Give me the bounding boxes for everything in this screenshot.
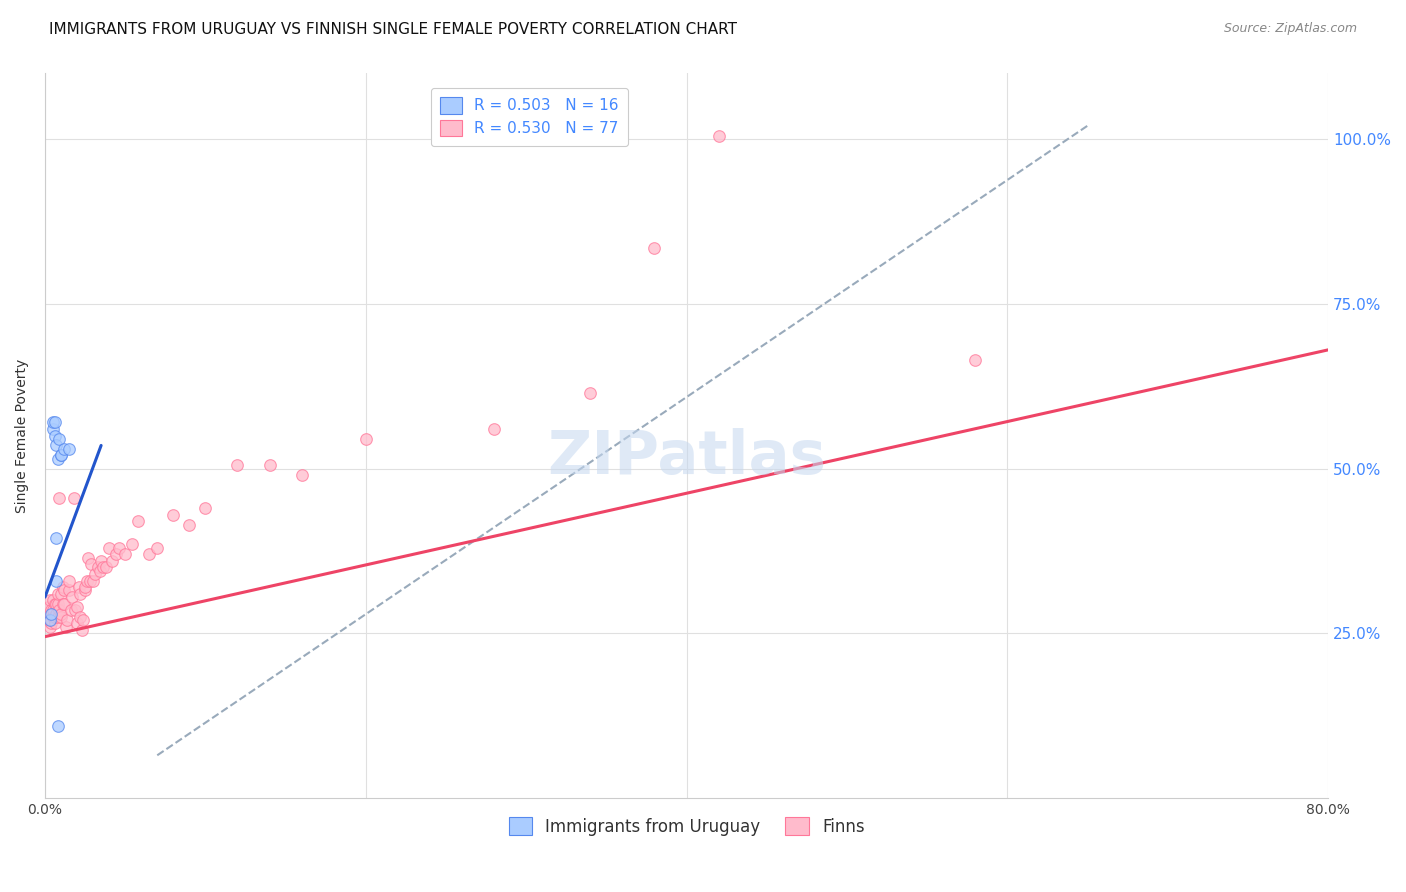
Point [44,597,66,611]
Point [46,610,69,624]
Point [45,607,67,621]
Point [46,718,69,732]
Point [579,385,602,400]
Point [69,587,91,601]
Point [42,610,65,624]
Point [66,599,89,614]
Point [707,128,730,143]
Point [52,597,75,611]
Point [643,241,665,255]
Point [45,574,67,588]
Point [80,557,103,571]
Point [52,580,75,594]
Point [59,603,82,617]
Point [87,560,110,574]
Point [41,616,63,631]
Point [49,587,72,601]
Point [49,448,72,462]
Point [44,428,66,442]
Point [41,603,63,617]
Point [44,616,66,631]
Point [194,501,217,516]
Point [138,547,160,561]
Point [354,432,377,446]
Point [291,468,314,483]
Text: IMMIGRANTS FROM URUGUAY VS FINNISH SINGLE FEMALE POVERTY CORRELATION CHART: IMMIGRANTS FROM URUGUAY VS FINNISH SINGL… [49,22,737,37]
Point [107,541,129,555]
Point [63,491,86,506]
Point [162,508,184,522]
Point [69,610,91,624]
Point [53,583,76,598]
Point [98,541,121,555]
Point [46,451,69,466]
Point [226,458,249,473]
Point [46,597,69,611]
Point [965,352,987,367]
Point [179,517,201,532]
Point [37,613,59,627]
Point [38,607,60,621]
Point [67,580,90,594]
Point [53,442,76,456]
Point [49,448,72,462]
Point [44,416,66,430]
Point [45,597,67,611]
Point [91,560,114,574]
Point [83,566,105,581]
Point [82,574,104,588]
Point [76,574,98,588]
Point [42,422,65,436]
Point [101,554,124,568]
Point [45,531,67,545]
Point [42,593,65,607]
Point [41,613,63,627]
Point [48,603,70,617]
Point [58,574,80,588]
Point [38,620,60,634]
Point [48,491,70,506]
Point [44,610,66,624]
Point [38,613,60,627]
Point [114,547,136,561]
Point [66,616,89,631]
Point [55,620,77,634]
Point [104,547,127,561]
Point [46,587,69,601]
Point [45,438,67,452]
Point [146,541,169,555]
Point [70,623,93,637]
Point [49,610,72,624]
Point [53,597,76,611]
Point [259,458,281,473]
Point [121,537,143,551]
Point [89,564,111,578]
Point [58,442,80,456]
Point [49,607,72,621]
Point [72,613,94,627]
Point [75,580,97,594]
Point [42,416,65,430]
Text: ZIPatlas: ZIPatlas [547,428,827,487]
Point [48,432,70,446]
Point [75,583,97,598]
Point [90,554,112,568]
Point [65,603,87,617]
Point [38,593,60,607]
Point [79,574,101,588]
Point [77,550,100,565]
Point [94,560,117,574]
Point [482,422,505,436]
Point [41,607,63,621]
Point [58,583,80,598]
Point [60,590,83,604]
Point [37,599,59,614]
Legend: Immigrants from Uruguay, Finns: Immigrants from Uruguay, Finns [501,809,873,844]
Text: Source: ZipAtlas.com: Source: ZipAtlas.com [1223,22,1357,36]
Point [56,613,79,627]
Point [42,603,65,617]
Point [127,514,149,528]
Y-axis label: Single Female Poverty: Single Female Poverty [15,359,30,513]
